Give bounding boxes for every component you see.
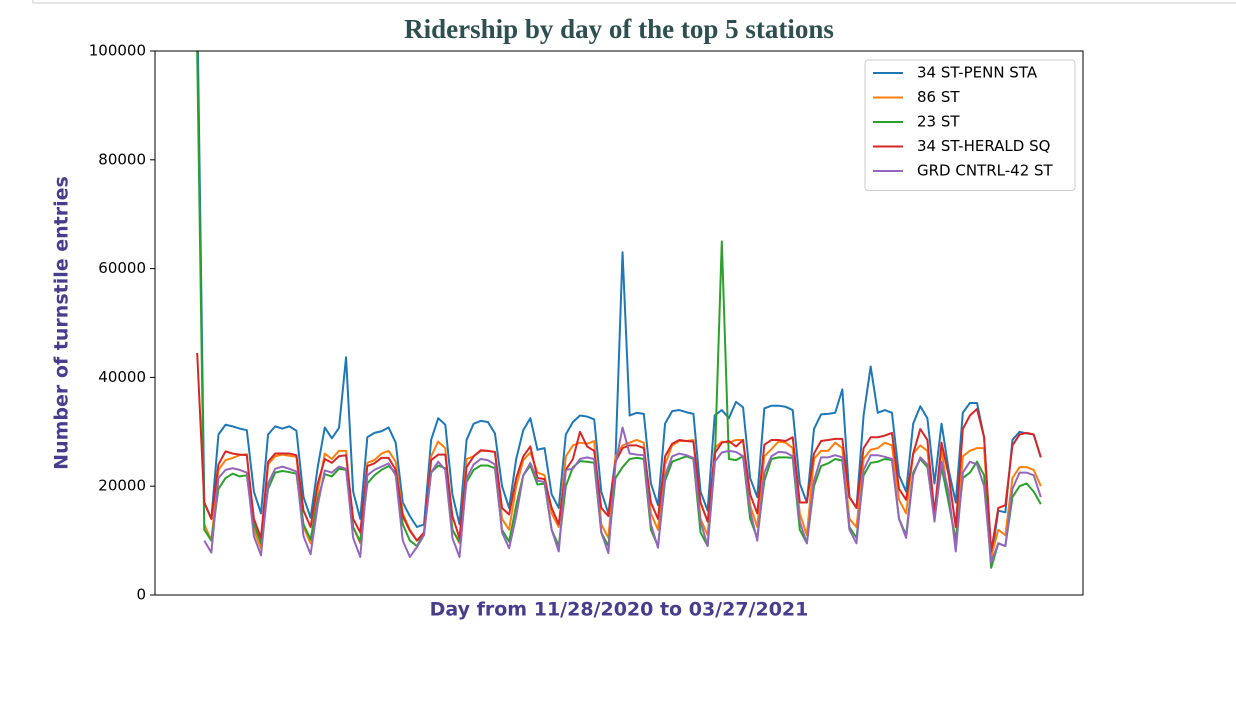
legend-label: 23 ST (917, 113, 960, 131)
plot-frame (154, 50, 1084, 596)
plot-lines (196, 51, 1042, 569)
series-line (203, 426, 1042, 564)
chart-title: Ridership by day of the top 5 stations (404, 14, 834, 44)
y-tick-label: 100000 (89, 42, 146, 60)
frame-edge (32, 0, 1236, 4)
series-line (196, 352, 1042, 553)
legend-box (864, 59, 1076, 191)
legend-label: GRD CNTRL-42 ST (917, 162, 1054, 180)
y-axis-label: Number of turnstile entries (51, 176, 73, 470)
y-tick-label: 20000 (98, 477, 146, 495)
y-tick-label: 0 (136, 586, 146, 604)
legend-label: 86 ST (917, 88, 960, 106)
x-axis-label: Day from 11/28/2020 to 03/27/2021 (430, 599, 809, 621)
series-line (196, 51, 1042, 561)
y-tick-label: 60000 (98, 259, 146, 277)
y-tick-label: 40000 (98, 368, 146, 386)
legend-label: 34 ST-HERALD SQ (917, 137, 1050, 155)
series-line (203, 438, 1042, 558)
legend-label: 34 ST-PENN STA (917, 64, 1038, 82)
y-tick-label: 80000 (98, 150, 146, 168)
